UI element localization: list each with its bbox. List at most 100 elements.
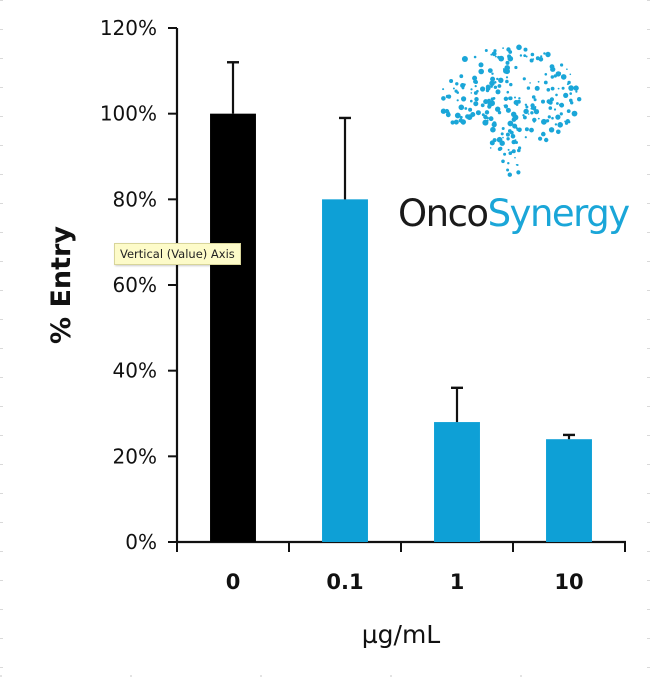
brain-dot: [485, 84, 491, 90]
brain-dot: [519, 54, 523, 57]
y-tick-label: 0%: [125, 530, 157, 554]
brain-dot: [507, 129, 512, 133]
brain-dot: [537, 80, 540, 83]
brain-dot: [487, 98, 491, 103]
x-tick-label: 0.1: [326, 570, 363, 594]
logo-wordmark: OncoSynergy: [398, 192, 630, 235]
brain-dot: [502, 136, 504, 139]
brain-dot: [556, 129, 561, 135]
y-axis[interactable]: 0% 20% 40% 60% 80% 100% 120%: [100, 16, 179, 554]
brain-dot: [546, 88, 551, 92]
brain-dot: [522, 77, 526, 81]
brain-dot: [470, 99, 473, 103]
error-bar-0.1: [339, 116, 351, 200]
bar-1[interactable]: [434, 422, 480, 542]
brain-dot: [560, 74, 567, 80]
brain-dot: [449, 79, 454, 83]
brain-stem-dot: [503, 152, 507, 156]
brain-dot: [545, 119, 550, 123]
brain-dot: [544, 137, 549, 143]
brain-dot: [524, 127, 529, 132]
axis-tooltip: Vertical (Value) Axis: [114, 243, 241, 265]
brain-dot: [442, 88, 445, 91]
brain-dot: [474, 80, 478, 84]
brain-dot: [484, 49, 488, 52]
brain-dot: [573, 85, 579, 91]
brain-dot: [491, 51, 497, 57]
brain-stem-dot: [517, 148, 521, 153]
y-tick-label: 80%: [113, 187, 157, 211]
brain-dot: [553, 108, 557, 111]
bar-0.1[interactable]: [322, 199, 368, 543]
brain-dot: [485, 88, 490, 93]
bar-0[interactable]: [210, 113, 256, 543]
brain-dot: [533, 98, 537, 102]
brain-dot: [503, 68, 509, 74]
x-axis[interactable]: [176, 540, 626, 552]
brain-dot: [565, 94, 568, 97]
y-tick-label: 120%: [100, 16, 157, 40]
error-bars: [227, 61, 575, 440]
brain-dot: [564, 120, 567, 123]
brain-dot: [475, 110, 481, 116]
brain-dot: [548, 100, 553, 105]
brain-dot: [496, 77, 499, 81]
brain-dot: [555, 114, 561, 120]
brain-dot: [472, 75, 478, 81]
frame-border-bottom: [0, 675, 650, 677]
brain-dot: [508, 96, 512, 101]
brain-dot: [517, 127, 522, 133]
brain-dot: [511, 139, 516, 145]
brain-stem-dot: [506, 168, 510, 172]
brain-stem-dot: [514, 156, 516, 159]
brain-dot: [559, 102, 565, 108]
brain-dot: [548, 127, 555, 133]
brain-dot: [559, 112, 563, 116]
brain-dot: [518, 97, 521, 100]
brain-dot: [501, 127, 505, 130]
brain-dot: [498, 77, 504, 83]
brain-dot: [548, 106, 553, 110]
brain-dot: [497, 84, 502, 88]
brain-dot: [569, 73, 572, 76]
brain-dot: [460, 83, 466, 88]
brain-dot: [567, 120, 571, 124]
brain-dot: [524, 103, 528, 107]
brain-dot: [491, 72, 494, 75]
brain-dot: [544, 73, 548, 76]
brain-dot: [496, 136, 503, 143]
brain-dot: [569, 92, 572, 95]
brain-dot: [490, 126, 496, 133]
brain-dot: [554, 123, 558, 126]
brain-dot: [532, 58, 535, 60]
brain-dot: [487, 104, 492, 109]
brain-dot: [441, 96, 446, 101]
brain-dots-icon: [440, 44, 582, 177]
brain-dot: [531, 95, 536, 99]
brain-dot: [480, 103, 485, 108]
brain-dot: [470, 88, 473, 91]
bar-10[interactable]: [546, 439, 592, 542]
brain-dot: [470, 92, 473, 94]
brain-dot: [564, 121, 569, 125]
brain-dot: [557, 87, 560, 90]
brain-dot: [486, 119, 489, 122]
brain-dot: [493, 85, 498, 89]
brain-dot: [489, 100, 495, 107]
brain-stem-dot: [516, 170, 521, 175]
brain-dot: [577, 97, 582, 102]
brain-dot: [530, 52, 535, 57]
brain-dot: [516, 44, 522, 51]
brain-dot: [541, 131, 546, 137]
brain-dot: [568, 85, 574, 91]
x-tick-label: 1: [450, 570, 465, 594]
brain-dot: [453, 119, 459, 125]
brain-dot: [480, 86, 486, 92]
brain-dot: [514, 65, 518, 70]
brain-dot: [488, 116, 494, 122]
brain-dot: [570, 101, 574, 105]
brain-dot: [505, 132, 510, 137]
brain-dot: [502, 47, 504, 49]
brain-dot: [478, 68, 484, 75]
